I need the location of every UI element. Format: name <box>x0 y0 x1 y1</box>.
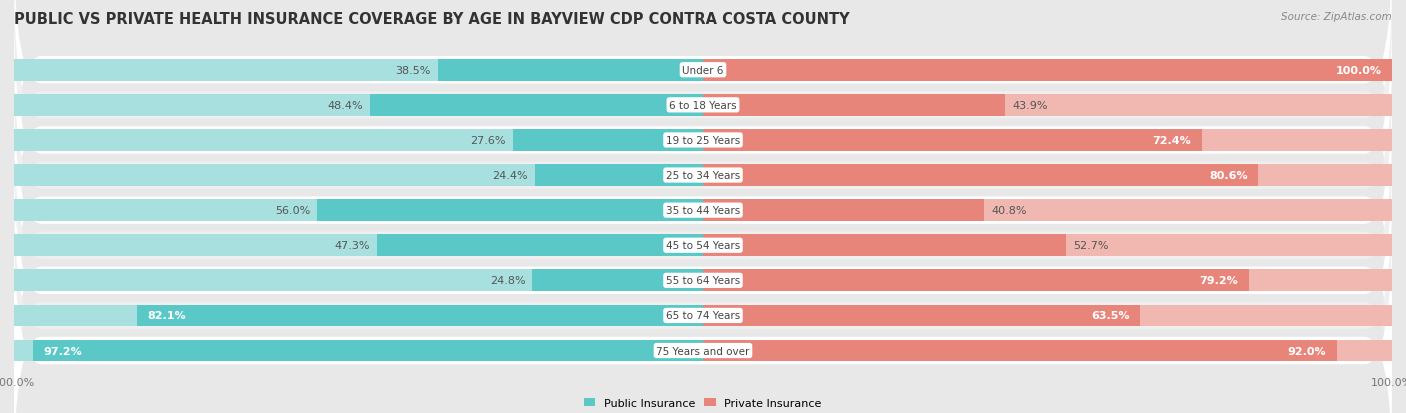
Bar <box>14 305 703 327</box>
Text: Source: ZipAtlas.com: Source: ZipAtlas.com <box>1281 12 1392 22</box>
Text: 82.1%: 82.1% <box>148 311 187 320</box>
Text: 24.4%: 24.4% <box>492 171 529 180</box>
Text: 40.8%: 40.8% <box>991 206 1026 216</box>
Bar <box>703 235 1392 256</box>
Text: 72.4%: 72.4% <box>1153 135 1191 146</box>
FancyBboxPatch shape <box>14 0 1392 197</box>
Bar <box>703 340 1392 361</box>
Bar <box>703 130 1202 152</box>
Bar <box>703 165 1258 187</box>
Text: 27.6%: 27.6% <box>471 135 506 146</box>
Bar <box>703 60 1392 81</box>
Bar <box>703 305 1140 327</box>
Bar <box>377 235 703 256</box>
Bar <box>14 200 703 221</box>
Text: 55 to 64 Years: 55 to 64 Years <box>666 275 740 286</box>
Bar <box>14 270 703 292</box>
Text: 45 to 54 Years: 45 to 54 Years <box>666 241 740 251</box>
Text: 75 Years and over: 75 Years and over <box>657 346 749 356</box>
FancyBboxPatch shape <box>14 49 1392 302</box>
FancyBboxPatch shape <box>14 189 1392 413</box>
Text: PUBLIC VS PRIVATE HEALTH INSURANCE COVERAGE BY AGE IN BAYVIEW CDP CONTRA COSTA C: PUBLIC VS PRIVATE HEALTH INSURANCE COVER… <box>14 12 849 27</box>
Bar <box>138 305 703 327</box>
Bar <box>14 235 703 256</box>
FancyBboxPatch shape <box>14 224 1392 413</box>
Text: 47.3%: 47.3% <box>335 241 370 251</box>
Text: 65 to 74 Years: 65 to 74 Years <box>666 311 740 320</box>
Bar <box>534 165 703 187</box>
Bar <box>318 200 703 221</box>
Text: 35 to 44 Years: 35 to 44 Years <box>666 206 740 216</box>
Bar <box>703 95 1005 116</box>
Text: 100.0%: 100.0% <box>1336 66 1382 76</box>
Bar <box>14 165 703 187</box>
Bar <box>703 270 1392 292</box>
Bar <box>703 95 1392 116</box>
Bar <box>14 95 703 116</box>
Text: 43.9%: 43.9% <box>1012 101 1047 111</box>
Text: 19 to 25 Years: 19 to 25 Years <box>666 135 740 146</box>
Text: 24.8%: 24.8% <box>489 275 526 286</box>
FancyBboxPatch shape <box>14 119 1392 372</box>
Bar <box>703 200 1392 221</box>
Bar <box>34 340 703 361</box>
Text: Under 6: Under 6 <box>682 66 724 76</box>
Text: 79.2%: 79.2% <box>1199 275 1239 286</box>
Text: 63.5%: 63.5% <box>1091 311 1130 320</box>
Bar <box>531 270 703 292</box>
Text: 6 to 18 Years: 6 to 18 Years <box>669 101 737 111</box>
Text: 25 to 34 Years: 25 to 34 Years <box>666 171 740 180</box>
FancyBboxPatch shape <box>14 0 1392 232</box>
Bar <box>703 165 1392 187</box>
Text: 38.5%: 38.5% <box>395 66 430 76</box>
Bar <box>14 130 703 152</box>
Bar <box>703 60 1392 81</box>
Bar <box>437 60 703 81</box>
Text: 97.2%: 97.2% <box>44 346 83 356</box>
Bar <box>370 95 703 116</box>
Text: 80.6%: 80.6% <box>1209 171 1249 180</box>
Text: 92.0%: 92.0% <box>1288 346 1326 356</box>
Text: 52.7%: 52.7% <box>1073 241 1108 251</box>
Text: 56.0%: 56.0% <box>276 206 311 216</box>
FancyBboxPatch shape <box>14 14 1392 267</box>
Text: 48.4%: 48.4% <box>328 101 363 111</box>
Bar <box>14 60 703 81</box>
FancyBboxPatch shape <box>14 84 1392 337</box>
Bar <box>14 340 703 361</box>
Bar <box>703 130 1392 152</box>
Bar <box>703 340 1337 361</box>
Bar <box>513 130 703 152</box>
Bar <box>703 270 1249 292</box>
FancyBboxPatch shape <box>14 154 1392 407</box>
Bar <box>703 305 1392 327</box>
Bar <box>703 235 1066 256</box>
Legend: Public Insurance, Private Insurance: Public Insurance, Private Insurance <box>583 398 823 408</box>
Bar <box>703 200 984 221</box>
